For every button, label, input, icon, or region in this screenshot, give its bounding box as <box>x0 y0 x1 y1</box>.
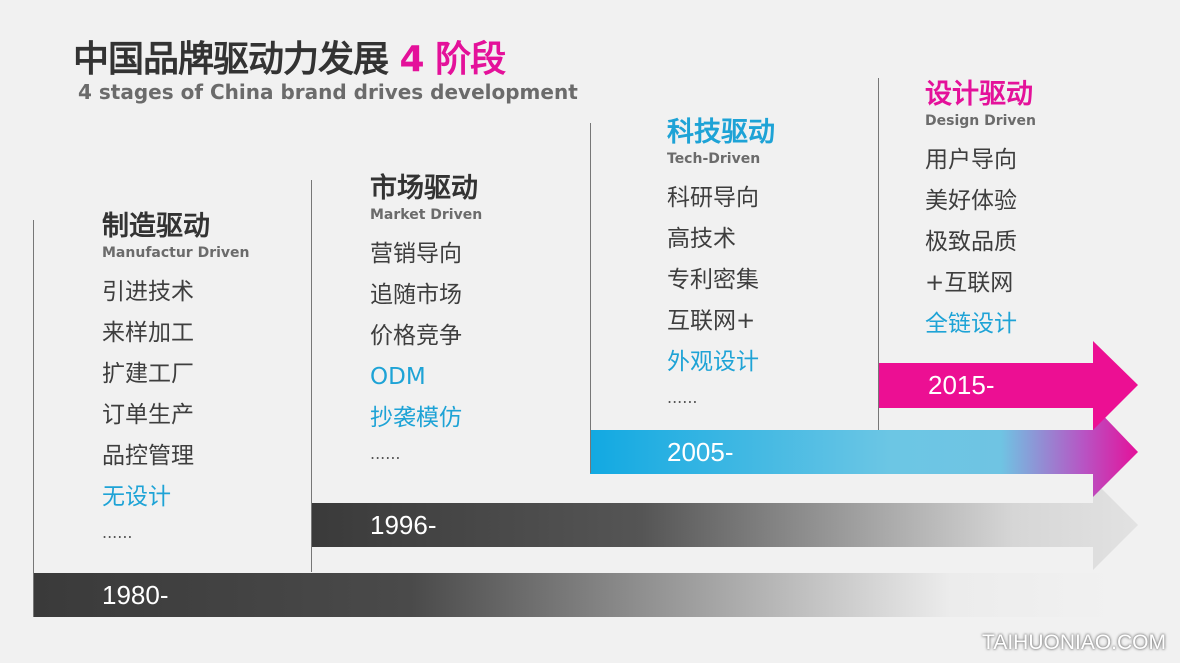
stage-item: 扩建工厂 <box>102 361 194 387</box>
arrow-1996 <box>311 480 1138 570</box>
stage-english: Tech-Driven <box>667 151 761 167</box>
stage-item: 追随市场 <box>370 282 462 308</box>
stage-item: 极致品质 <box>925 229 1017 255</box>
stage-heading: 市场驱动 <box>370 173 478 204</box>
stage-item: 用户导向 <box>925 147 1017 173</box>
divider-1 <box>33 220 34 617</box>
stage-more: ...... <box>370 444 401 463</box>
year-label-1980: 1980- <box>102 580 169 610</box>
stage-item: 价格竞争 <box>370 323 462 349</box>
stage-item: 高技术 <box>667 226 736 252</box>
stage-item: 引进技术 <box>102 279 194 305</box>
stage-english: Design Driven <box>925 113 1037 129</box>
divider-4 <box>878 78 879 430</box>
stage-heading: 设计驱动 <box>925 79 1033 110</box>
stage-heading: 制造驱动 <box>102 211 210 242</box>
arrow-2005 <box>590 405 1138 497</box>
stage-more: ...... <box>102 523 133 542</box>
divider-2 <box>311 180 312 572</box>
year-label-2015: 2015- <box>928 370 995 400</box>
stage-item: +互联网 <box>925 270 1014 296</box>
stage-highlight: 全链设计 <box>925 311 1017 337</box>
arrow-2015 <box>878 341 1138 430</box>
arrow-1980 <box>33 573 1113 617</box>
watermark-logo: TAIHUONIAO.COM <box>982 631 1166 654</box>
divider-3 <box>590 123 591 473</box>
stage-manufacturing: 制造驱动 Manufactur Driven 引进技术 来样加工 扩建工厂 订单… <box>102 210 250 548</box>
stage-item: 来样加工 <box>102 320 194 346</box>
stage-heading: 科技驱动 <box>667 117 775 148</box>
stage-tech: 科技驱动 Tech-Driven 科研导向 高技术 专利密集 互联网+ 外观设计… <box>667 116 775 413</box>
page-title: 中国品牌驱动力发展 4 阶段 <box>73 30 507 82</box>
title-highlight: 4 阶段 <box>399 39 507 80</box>
stage-design: 设计驱动 Design Driven 用户导向 美好体验 极致品质 +互联网 全… <box>925 78 1036 345</box>
stage-item: 订单生产 <box>102 402 194 428</box>
stage-item: 营销导向 <box>370 241 462 267</box>
year-label-2005: 2005- <box>667 437 734 467</box>
stage-item: 互联网+ <box>667 308 756 334</box>
stage-item: 品控管理 <box>102 443 194 469</box>
stage-item: 美好体验 <box>925 188 1017 214</box>
stage-item: 专利密集 <box>667 267 759 293</box>
stage-english: Market Driven <box>370 207 483 223</box>
stage-highlight: ODM <box>370 364 426 390</box>
stage-more: ...... <box>667 388 698 407</box>
title-main: 中国品牌驱动力发展 <box>73 39 400 80</box>
stage-english: Manufactur Driven <box>102 245 250 261</box>
year-label-1996: 1996- <box>370 510 437 540</box>
stage-highlight: 无设计 <box>102 484 171 510</box>
page-subtitle: 4 stages of China brand drives developme… <box>78 80 578 104</box>
stage-market: 市场驱动 Market Driven 营销导向 追随市场 价格竞争 ODM 抄袭… <box>370 172 482 469</box>
stage-item: 科研导向 <box>667 185 759 211</box>
stage-highlight: 外观设计 <box>667 349 759 375</box>
stage-highlight: 抄袭模仿 <box>370 405 462 431</box>
